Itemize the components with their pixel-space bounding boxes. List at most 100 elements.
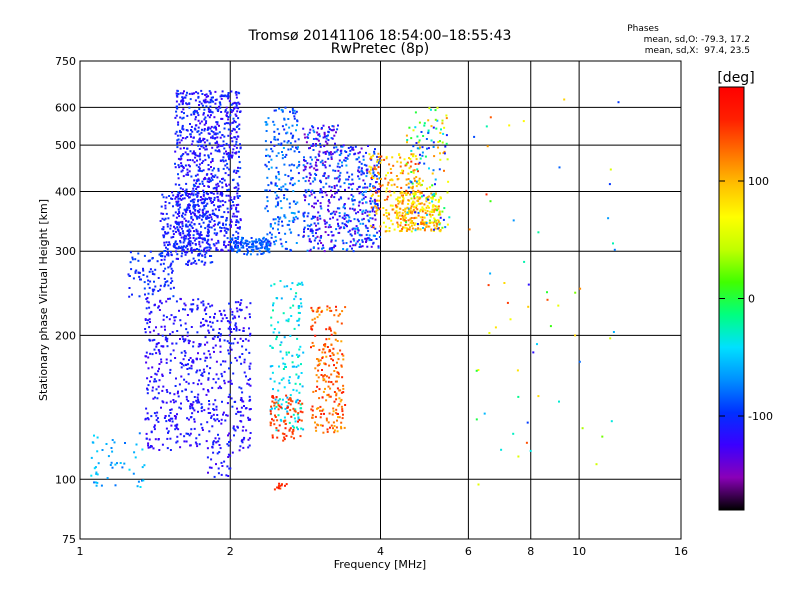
data-point	[216, 146, 219, 149]
data-point	[337, 162, 340, 165]
data-point	[211, 178, 214, 181]
data-point	[331, 249, 334, 252]
data-point	[506, 301, 509, 304]
data-point	[292, 212, 295, 214]
data-point	[182, 97, 185, 100]
data-point	[244, 317, 247, 320]
data-point	[225, 230, 228, 233]
data-point	[321, 191, 324, 194]
data-point	[323, 174, 326, 177]
data-point	[266, 239, 269, 242]
data-point	[215, 98, 218, 101]
data-point	[227, 93, 230, 96]
data-point	[312, 234, 315, 237]
data-point	[444, 145, 447, 148]
data-point	[216, 215, 219, 218]
data-point	[430, 125, 433, 128]
data-point	[423, 124, 426, 127]
data-point	[340, 427, 343, 430]
data-point	[190, 212, 192, 215]
data-point	[212, 243, 215, 246]
data-point	[365, 190, 367, 193]
data-point	[297, 234, 300, 237]
data-point	[267, 154, 270, 157]
data-point	[349, 146, 352, 149]
data-point	[332, 125, 335, 128]
data-point	[227, 396, 230, 398]
data-point	[172, 295, 175, 298]
data-point	[184, 308, 187, 311]
data-point	[314, 156, 317, 159]
data-point	[196, 396, 199, 399]
data-point	[427, 129, 430, 132]
data-point	[340, 152, 343, 155]
data-point	[340, 145, 343, 148]
data-point	[307, 212, 310, 215]
data-point	[224, 201, 227, 204]
data-point	[209, 247, 212, 250]
data-point	[612, 242, 614, 245]
data-point	[379, 225, 382, 228]
data-point	[230, 397, 233, 400]
data-point	[432, 141, 435, 144]
data-point	[574, 334, 577, 337]
data-point	[183, 147, 185, 150]
data-point	[296, 124, 298, 127]
y-tick-label: 100	[55, 473, 76, 486]
data-point	[319, 142, 322, 145]
data-point	[360, 234, 363, 237]
data-point	[160, 361, 163, 364]
data-point	[475, 418, 478, 421]
data-point	[176, 435, 179, 438]
data-point	[416, 208, 419, 211]
data-point	[235, 359, 238, 362]
data-point	[167, 430, 170, 433]
data-point	[178, 309, 180, 312]
data-point	[324, 222, 327, 225]
data-point	[183, 302, 186, 305]
data-point	[196, 217, 199, 220]
data-point	[402, 217, 405, 220]
data-point	[230, 342, 233, 345]
data-point	[227, 97, 230, 100]
data-point	[330, 129, 333, 132]
data-point	[338, 198, 341, 201]
data-point	[164, 204, 167, 207]
data-point	[291, 177, 294, 180]
data-point	[248, 408, 251, 411]
data-point	[361, 211, 364, 214]
data-point	[431, 214, 434, 216]
data-point	[189, 210, 192, 213]
data-point	[291, 219, 294, 222]
data-point	[174, 220, 177, 223]
data-point	[344, 306, 347, 309]
data-point	[197, 130, 200, 133]
data-point	[235, 140, 238, 143]
data-point	[207, 216, 210, 219]
data-point	[228, 183, 231, 186]
data-point	[161, 373, 164, 376]
data-point	[435, 127, 438, 130]
data-point	[223, 243, 225, 246]
data-point	[243, 253, 246, 255]
data-point	[194, 153, 197, 156]
data-point	[390, 178, 393, 181]
data-point	[211, 175, 214, 177]
data-point	[239, 337, 242, 340]
data-point	[177, 395, 180, 398]
data-point	[284, 183, 287, 186]
data-point	[359, 222, 362, 225]
data-point	[275, 109, 277, 112]
data-point	[275, 401, 278, 404]
data-point	[429, 221, 432, 224]
data-point	[223, 147, 226, 150]
data-point	[348, 216, 351, 219]
data-point	[189, 357, 192, 359]
data-point	[216, 192, 219, 195]
data-point	[344, 188, 346, 191]
data-point	[157, 349, 160, 351]
data-point	[314, 237, 317, 240]
data-point	[346, 248, 349, 251]
data-point	[165, 246, 167, 249]
data-point	[335, 150, 338, 153]
